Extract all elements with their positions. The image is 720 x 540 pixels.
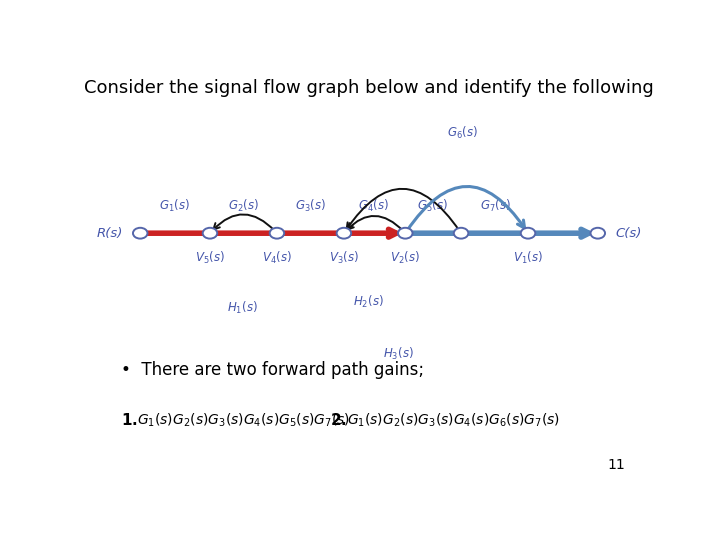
Text: $G_5(s)$: $G_5(s)$ — [417, 198, 448, 214]
Text: $V_4(s)$: $V_4(s)$ — [262, 250, 292, 266]
Text: •  There are two forward path gains;: • There are two forward path gains; — [121, 361, 424, 380]
Text: $\mathbf{1.}$: $\mathbf{1.}$ — [121, 413, 138, 428]
Text: $V_2(s)$: $V_2(s)$ — [390, 250, 420, 266]
Text: C(s): C(s) — [616, 227, 642, 240]
Text: Consider the signal flow graph below and identify the following: Consider the signal flow graph below and… — [84, 79, 654, 97]
Circle shape — [337, 228, 351, 239]
Text: $G_4(s)$: $G_4(s)$ — [358, 198, 389, 214]
Text: $G_1(s)$: $G_1(s)$ — [159, 198, 190, 214]
Circle shape — [590, 228, 605, 239]
Circle shape — [398, 228, 413, 239]
Circle shape — [270, 228, 284, 239]
Circle shape — [203, 228, 217, 239]
Circle shape — [521, 228, 535, 239]
Text: $V_1(s)$: $V_1(s)$ — [513, 250, 543, 266]
Text: $G_1(s)G_2(s)G_3(s)G_4(s)G_5(s)G_7(s)$: $G_1(s)G_2(s)G_3(s)G_4(s)G_5(s)G_7(s)$ — [138, 411, 351, 429]
Text: 11: 11 — [608, 458, 626, 472]
Text: $\mathbf{2.}$: $\mathbf{2.}$ — [330, 413, 346, 428]
Text: $G_7(s)$: $G_7(s)$ — [480, 198, 510, 214]
Circle shape — [454, 228, 468, 239]
Text: $V_3(s)$: $V_3(s)$ — [329, 250, 359, 266]
Text: $H_1(s)$: $H_1(s)$ — [227, 300, 258, 316]
Circle shape — [133, 228, 148, 239]
Text: $G_1(s)G_2(s)G_3(s)G_4(s)G_6(s)G_7(s)$: $G_1(s)G_2(s)G_3(s)G_4(s)G_6(s)G_7(s)$ — [347, 411, 559, 429]
Text: $H_3(s)$: $H_3(s)$ — [383, 346, 414, 362]
Text: R(s): R(s) — [96, 227, 122, 240]
Text: $G_3(s)$: $G_3(s)$ — [295, 198, 326, 214]
Text: $V_5(s)$: $V_5(s)$ — [195, 250, 225, 266]
Text: $G_2(s)$: $G_2(s)$ — [228, 198, 259, 214]
Text: $G_6(s)$: $G_6(s)$ — [447, 125, 478, 141]
Text: $H_2(s)$: $H_2(s)$ — [353, 294, 383, 310]
